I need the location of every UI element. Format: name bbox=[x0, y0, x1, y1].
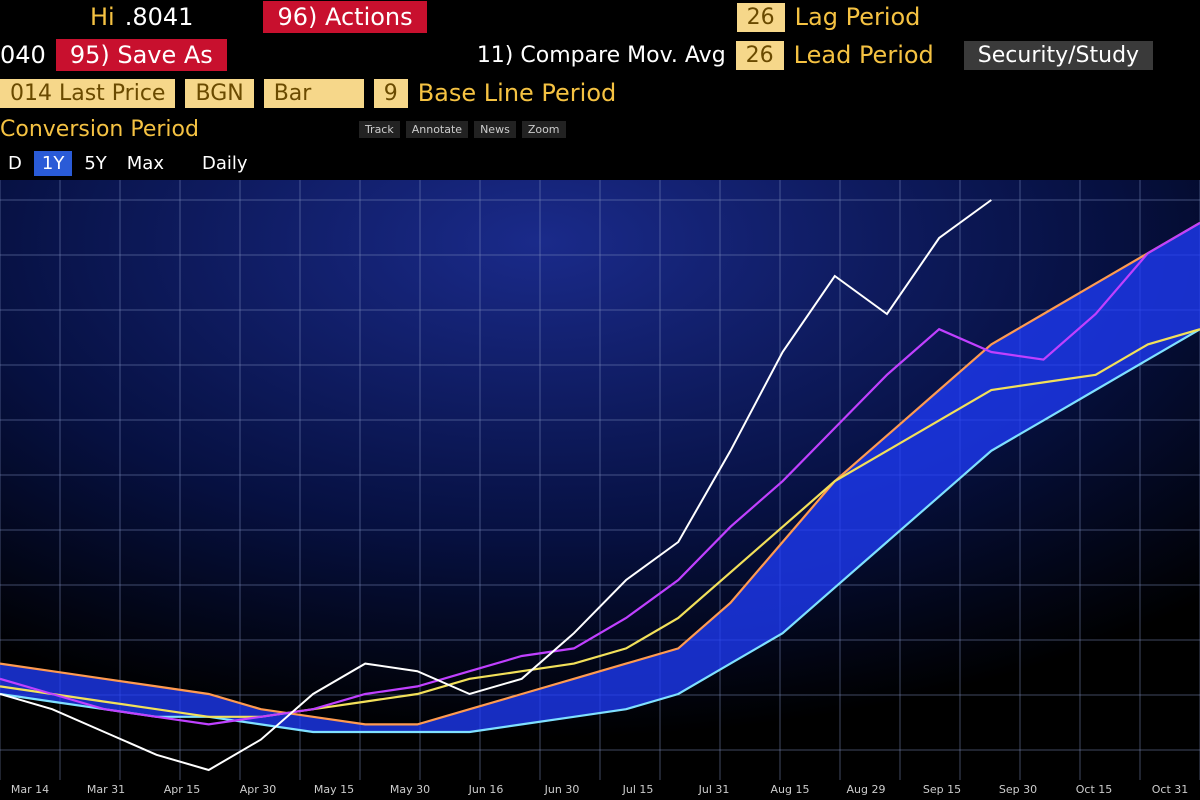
button[interactable]: 11) Compare Mov. Avg bbox=[476, 42, 726, 68]
range-tab[interactable]: Max bbox=[126, 152, 164, 174]
toolbar-row: D 1Y 5Y Max Daily bbox=[0, 146, 248, 180]
x-tick-label: Jun 16 bbox=[468, 783, 504, 796]
series-line bbox=[0, 221, 1200, 726]
series-line bbox=[0, 328, 1200, 734]
x-tick-label: Jul 31 bbox=[698, 783, 730, 796]
label: Base Line Period bbox=[417, 79, 617, 107]
input[interactable]: 9 bbox=[373, 78, 408, 108]
x-tick-label: Sep 15 bbox=[923, 783, 961, 796]
x-tick-label: Jun 30 bbox=[544, 783, 580, 796]
x-tick-label: Aug 29 bbox=[847, 783, 886, 796]
label: Lead Period bbox=[793, 41, 934, 69]
label: Conversion Period bbox=[0, 116, 199, 142]
series-line bbox=[0, 221, 1200, 726]
value: .8041 bbox=[124, 3, 194, 31]
range-tab[interactable]: 1Y bbox=[33, 150, 73, 176]
tool-button[interactable]: News bbox=[474, 120, 516, 138]
x-tick-label: Jul 15 bbox=[622, 783, 654, 796]
value: 040 bbox=[0, 41, 46, 69]
x-tick-label: Apr 15 bbox=[164, 783, 201, 796]
dropdown[interactable]: 014 Last Price bbox=[0, 78, 176, 108]
label: Lag Period bbox=[794, 3, 921, 31]
series-line bbox=[0, 328, 1200, 718]
range-tab[interactable]: 5Y bbox=[84, 152, 107, 174]
x-tick-label: Sep 30 bbox=[999, 783, 1037, 796]
x-tick-label: Oct 15 bbox=[1076, 783, 1113, 796]
x-tick-label: Mar 14 bbox=[11, 783, 49, 796]
chart: Mar 14 Mar 31 Apr 15 Apr 30 May 15 May 30 Jun … bbox=[0, 180, 1200, 800]
input[interactable]: 26 bbox=[736, 2, 785, 32]
toolbar-row: 014 Last Price BGN Bar 9 Base Line Perio… bbox=[0, 76, 616, 110]
x-tick-label: Apr 30 bbox=[240, 783, 277, 796]
range-tab[interactable]: D bbox=[8, 152, 22, 174]
input[interactable]: 26 bbox=[735, 40, 784, 70]
button[interactable]: 95) Save As bbox=[55, 39, 227, 71]
tool-button[interactable]: Track bbox=[358, 120, 400, 138]
toolbar-row: Conversion Period Track Annotate News Zoom bbox=[0, 112, 566, 146]
dropdown[interactable]: Daily bbox=[202, 152, 248, 174]
button[interactable]: Security/Study bbox=[963, 40, 1154, 70]
series-line bbox=[0, 199, 992, 772]
x-tick-label: Aug 15 bbox=[771, 783, 810, 796]
tools: Track Annotate News Zoom bbox=[358, 120, 566, 138]
x-tick-label: May 15 bbox=[314, 783, 354, 796]
label: Hi bbox=[90, 3, 115, 31]
dropdown[interactable]: Bar bbox=[263, 78, 364, 108]
toolbar: Hi .8041 96) Actions 26 Lag Period 040 9… bbox=[0, 0, 1200, 180]
input[interactable]: BGN bbox=[185, 78, 254, 108]
x-tick-label: May 30 bbox=[390, 783, 430, 796]
toolbar-row: 040 95) Save As 11) Compare Mov. Avg 26 … bbox=[0, 38, 1154, 72]
tool-button[interactable]: Zoom bbox=[521, 120, 566, 138]
x-tick-label: Oct 31 bbox=[1152, 783, 1189, 796]
toolbar-row: Hi .8041 96) Actions 26 Lag Period bbox=[0, 0, 920, 34]
ranges: D 1Y 5Y Max bbox=[0, 150, 172, 176]
button[interactable]: 96) Actions bbox=[263, 1, 427, 33]
x-tick-label: Mar 31 bbox=[87, 783, 125, 796]
tool-button[interactable]: Annotate bbox=[405, 120, 469, 138]
